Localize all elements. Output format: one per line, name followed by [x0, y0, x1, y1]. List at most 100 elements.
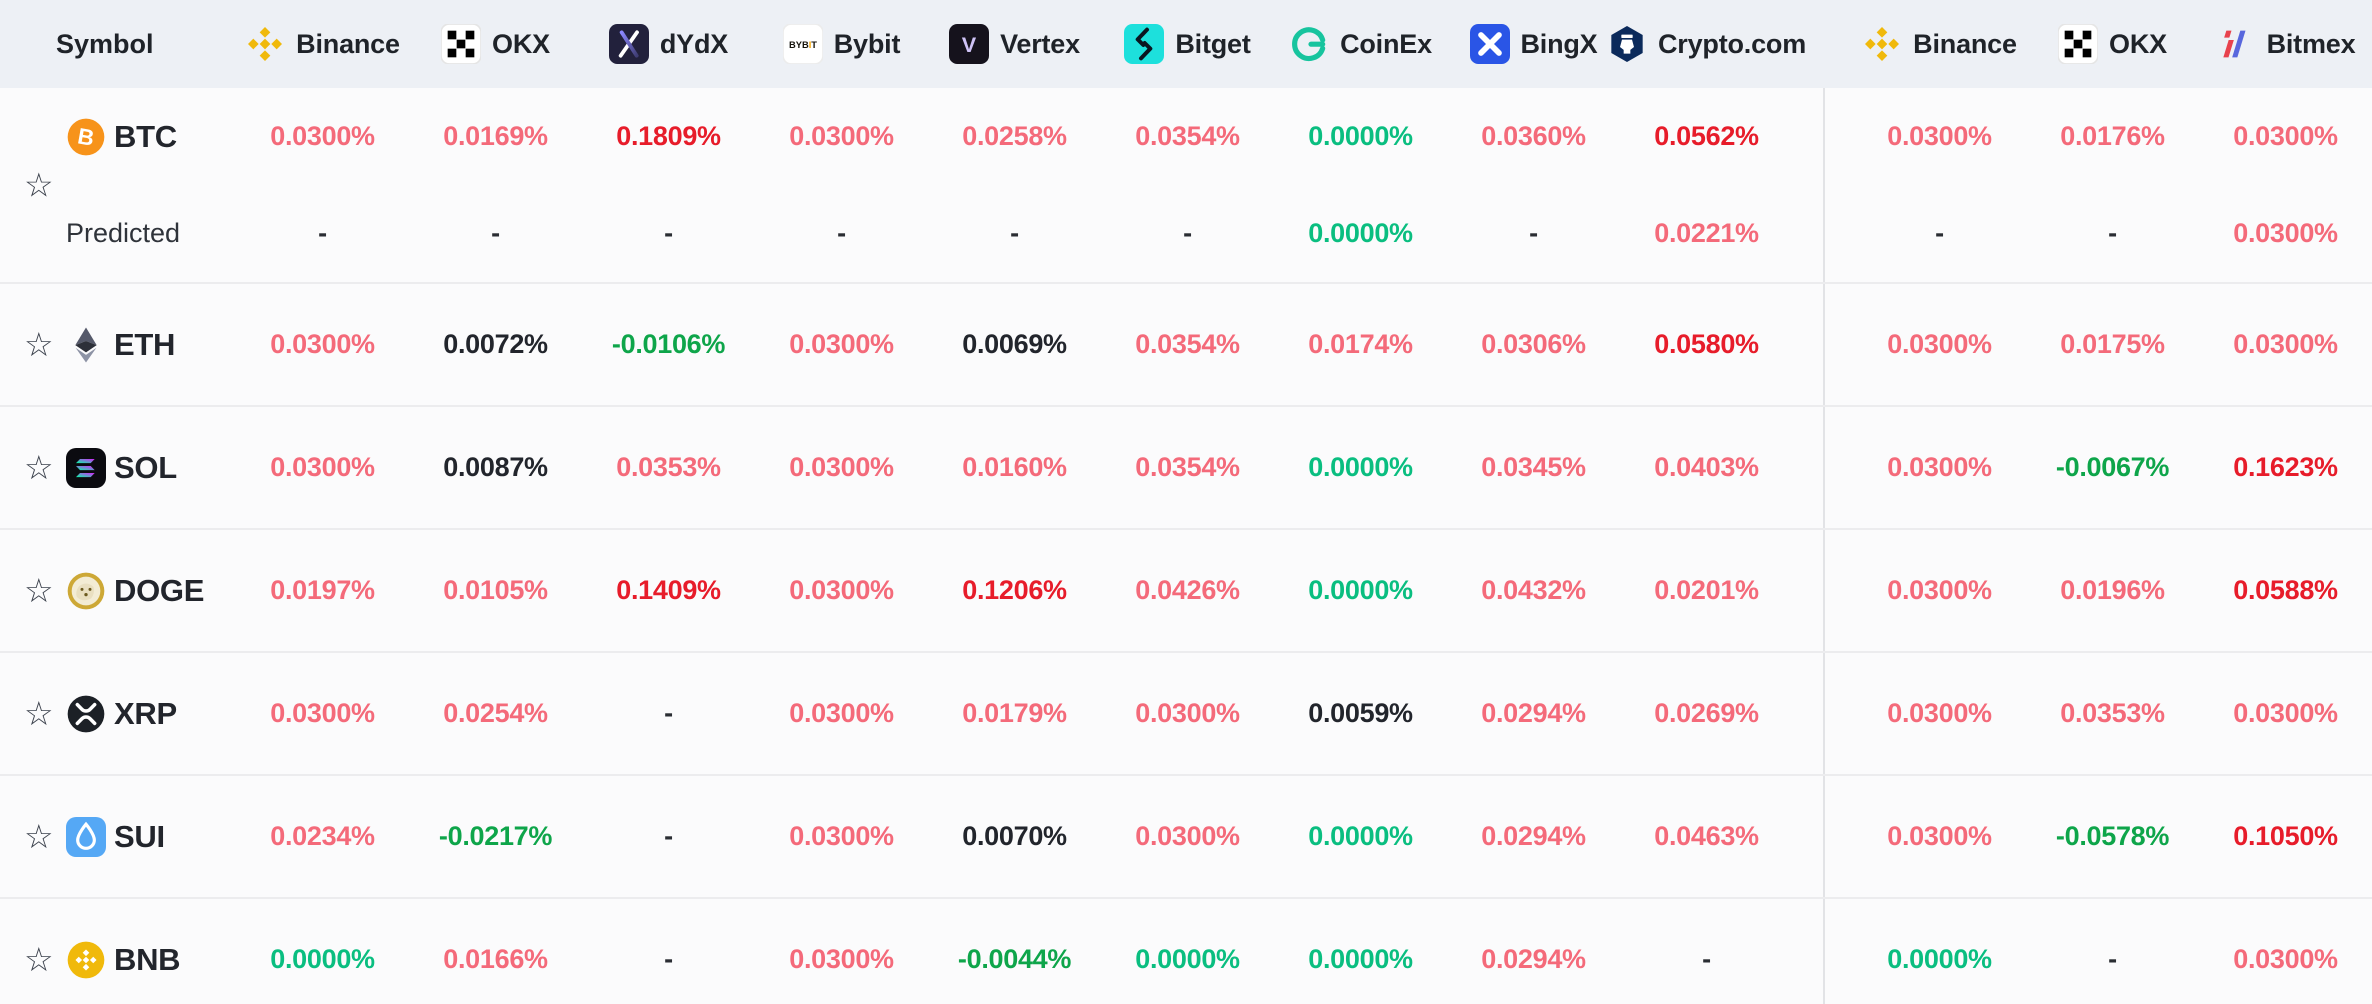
rate-cell: 0.0300% — [2199, 653, 2372, 774]
column-header-binance[interactable]: Binance — [1853, 0, 2026, 88]
section-divider — [1823, 88, 1825, 185]
rate-cell: 0.0300% — [2199, 185, 2372, 282]
cryptocom-icon — [1607, 24, 1647, 64]
column-header-bingx[interactable]: BingX — [1447, 0, 1620, 88]
rate-value: 0.0175% — [2060, 329, 2165, 359]
rate-cell: 0.0196% — [2026, 530, 2199, 651]
okx-icon — [441, 24, 482, 64]
rate-value: 0.0300% — [2233, 121, 2338, 151]
symbol-label: BTC — [114, 118, 177, 154]
column-header-bybit[interactable]: BYBIT Bybit — [755, 0, 928, 88]
rate-cell: 0.0300% — [755, 88, 928, 185]
rate-cell: 0.0353% — [582, 407, 755, 528]
rate-value: 0.1623% — [2233, 452, 2338, 482]
rate-cell: - — [1447, 185, 1620, 282]
rate-value: 0.0000% — [270, 944, 375, 974]
rate-cell: 0.0354% — [1101, 88, 1274, 185]
column-header-dydx[interactable]: dYdX — [582, 0, 755, 88]
rate-value: 0.0196% — [2060, 575, 2165, 605]
rate-cell: 0.0294% — [1447, 776, 1620, 897]
section-divider — [1823, 653, 1825, 774]
rate-cell: - — [582, 653, 755, 774]
rate-cell: 0.0175% — [2026, 284, 2199, 405]
rate-cell: 0.0166% — [409, 899, 582, 1004]
symbol-label: SOL — [114, 449, 177, 485]
rate-value: 0.0306% — [1481, 329, 1586, 359]
bnb-icon — [66, 940, 106, 980]
symbol-cell-bnb[interactable]: ☆ BNB — [0, 899, 236, 1004]
favorite-star-icon[interactable]: ☆ — [24, 818, 54, 855]
rate-cell: 0.0221% — [1620, 185, 1793, 282]
rate-value: 0.0353% — [2060, 698, 2165, 728]
rate-value: 0.0463% — [1654, 821, 1759, 851]
rate-value: 0.0300% — [1887, 452, 1992, 482]
rate-value: -0.0217% — [438, 821, 553, 851]
column-header-crypto-com[interactable]: Crypto.com — [1611, 0, 1806, 88]
rate-value: - — [491, 218, 500, 248]
coinex-icon — [1289, 24, 1329, 64]
rate-cell: 0.1409% — [582, 530, 755, 651]
rate-cell: 0.0069% — [928, 284, 1101, 405]
rate-cell: 0.0254% — [409, 653, 582, 774]
rate-value: 0.0179% — [962, 698, 1067, 728]
symbol-cell-doge[interactable]: ☆ DOGE — [0, 530, 236, 651]
rate-cell: 0.0300% — [755, 284, 928, 405]
symbol-cell-sui[interactable]: ☆ SUI — [0, 776, 236, 897]
rate-cell: 0.0300% — [1101, 776, 1274, 897]
rate-value: 0.0000% — [1135, 944, 1240, 974]
symbol-cell-eth[interactable]: ☆ ETH — [0, 284, 236, 405]
section-divider — [1823, 776, 1825, 897]
favorite-star-icon[interactable]: ☆ — [24, 572, 54, 609]
rate-cell: 0.0300% — [755, 653, 928, 774]
okx-icon — [2058, 24, 2099, 64]
rate-cell: 0.0300% — [236, 407, 409, 528]
rate-cell: 0.0300% — [1853, 653, 2026, 774]
column-header-okx[interactable]: OKX — [409, 0, 582, 88]
rate-cell: 0.0059% — [1274, 653, 1447, 774]
rate-value: 0.0300% — [789, 121, 894, 151]
favorite-star-icon[interactable]: ☆ — [24, 941, 54, 978]
rate-cell: 0.0070% — [928, 776, 1101, 897]
column-header-coinex[interactable]: CoinEx — [1274, 0, 1447, 88]
symbol-cell-xrp[interactable]: ☆ XRP — [0, 653, 236, 774]
dydx-icon — [608, 24, 649, 64]
symbol-label: ETH — [114, 326, 176, 362]
binance-icon — [1862, 24, 1902, 64]
column-gap — [1793, 653, 1853, 774]
rate-cell: - — [582, 899, 755, 1004]
rate-value: 0.0300% — [1135, 698, 1240, 728]
rate-cell: 0.0105% — [409, 530, 582, 651]
rate-cell: - — [928, 185, 1101, 282]
rate-cell: 0.0000% — [1853, 899, 2026, 1004]
column-header-binance[interactable]: Binance — [236, 0, 409, 88]
doge-icon — [66, 571, 106, 611]
symbol-cell-btc[interactable]: B BTC — [0, 88, 236, 185]
column-header-vertex[interactable]: V Vertex — [928, 0, 1101, 88]
rate-cell: 0.0234% — [236, 776, 409, 897]
svg-text:BYBIT: BYBIT — [789, 40, 817, 50]
rate-cell: - — [2026, 185, 2199, 282]
rate-cell: 0.0300% — [1853, 407, 2026, 528]
symbol-column-header[interactable]: Symbol — [0, 0, 236, 88]
binance-icon — [245, 24, 285, 64]
table-header: Symbol Binance OKX dYdX BYBIT Bybit V Vertex Bi… — [0, 0, 2372, 88]
rate-value: - — [664, 944, 673, 974]
column-header-bitget[interactable]: Bitget — [1101, 0, 1274, 88]
symbol-cell-sol[interactable]: ☆ SOL — [0, 407, 236, 528]
favorite-star-icon[interactable]: ☆ — [24, 449, 54, 486]
column-header-bitmex[interactable]: Bitmex — [2199, 0, 2372, 88]
rate-cell: 0.0000% — [1274, 185, 1447, 282]
rate-value: 0.0300% — [1887, 698, 1992, 728]
rate-value: 0.0258% — [962, 121, 1067, 151]
rate-cell: 0.0000% — [236, 899, 409, 1004]
rate-value: 0.0169% — [443, 121, 548, 151]
favorite-star-icon[interactable]: ☆ — [24, 695, 54, 732]
favorite-star-icon[interactable]: ☆ — [24, 326, 54, 363]
table-row-xrp: ☆ XRP 0.0300% 0.0254% - 0.0300% 0.0179% 0.0300%… — [0, 653, 2372, 776]
column-header-label: dYdX — [659, 28, 729, 59]
column-gap — [1793, 407, 1853, 528]
column-header-okx[interactable]: OKX — [2026, 0, 2199, 88]
favorite-star-icon[interactable]: ☆ — [24, 166, 54, 204]
rate-value: 0.0300% — [789, 452, 894, 482]
column-gap — [1793, 899, 1853, 1004]
